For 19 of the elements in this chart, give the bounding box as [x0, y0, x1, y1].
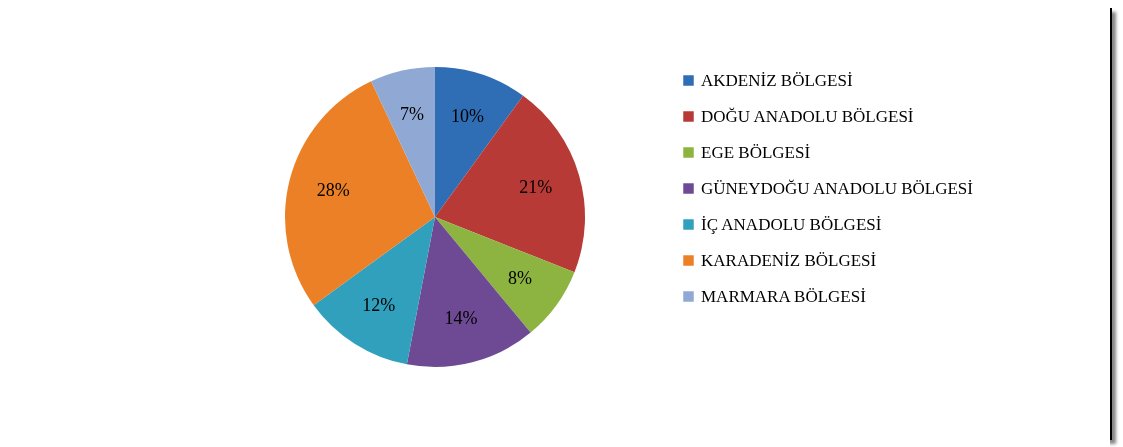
data-label: 21%: [519, 176, 553, 197]
pie-slice: [313, 217, 435, 365]
data-label: 28%: [316, 179, 350, 200]
data-label: 10%: [450, 106, 484, 127]
legend-label: MARMARA BÖLGESİ: [701, 286, 867, 306]
data-label: 12%: [362, 294, 396, 315]
pie-slice: [435, 217, 575, 333]
legend-label: EGE BÖLGESİ: [701, 142, 811, 162]
pie-slice: [406, 217, 531, 367]
legend-label: İÇ ANADOLU BÖLGESİ: [701, 214, 882, 234]
data-label: 7%: [400, 103, 425, 124]
pie-slice: [371, 67, 435, 217]
data-label: 14%: [444, 307, 478, 328]
legend-label: KARADENİZ BÖLGESİ: [701, 250, 877, 270]
legend-label: AKDENİZ BÖLGESİ: [701, 70, 853, 90]
legend-label: GÜNEYDOĞU ANADOLU BÖLGESİ: [701, 178, 974, 198]
pie-slice: [435, 95, 585, 273]
legend-label: DOĞU ANADOLU BÖLGESİ: [701, 106, 914, 126]
data-label: 8%: [507, 267, 532, 288]
